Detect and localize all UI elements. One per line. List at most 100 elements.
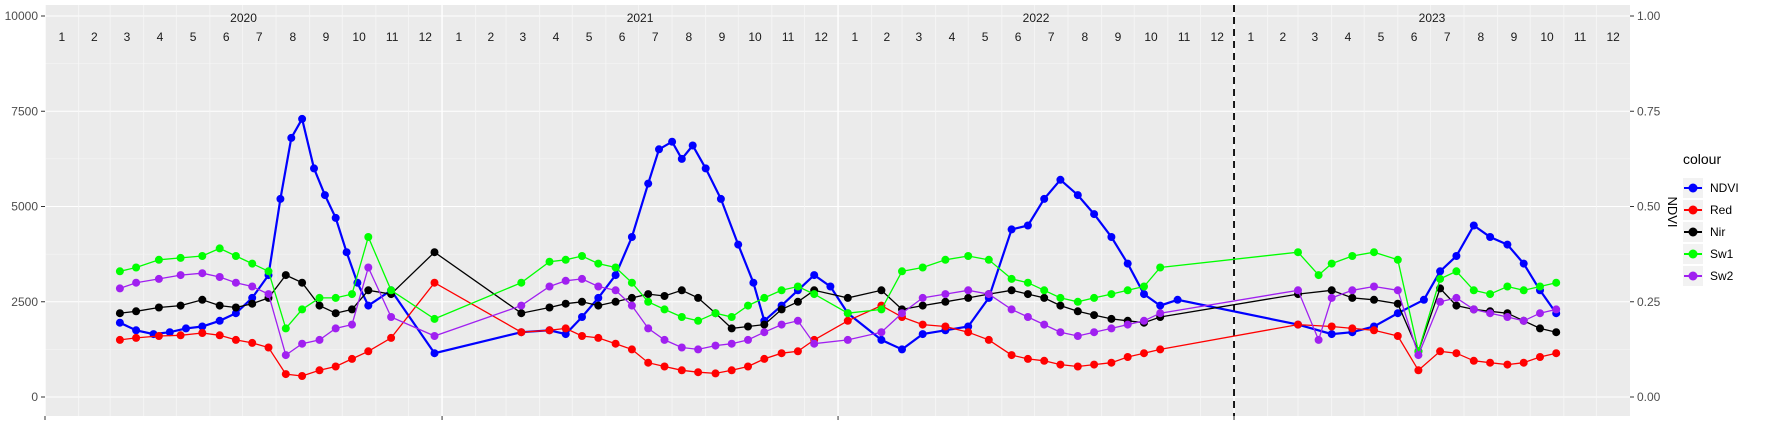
data-point-red xyxy=(1436,347,1445,356)
data-point-nir xyxy=(545,303,554,312)
data-point-nir xyxy=(1056,301,1065,310)
y-left-tick-label: 7500 xyxy=(11,104,38,118)
data-point-sw1 xyxy=(517,278,526,287)
month-label: 7 xyxy=(256,30,263,44)
data-point-ndvi xyxy=(298,114,307,123)
data-point-sw1 xyxy=(364,233,373,241)
data-point-red xyxy=(711,369,720,378)
data-point-red xyxy=(1486,358,1495,367)
data-point-ndvi xyxy=(310,164,318,173)
data-point-ndvi xyxy=(898,345,906,354)
data-point-nir xyxy=(348,305,356,314)
data-point-red xyxy=(1370,326,1378,335)
data-point-sw1 xyxy=(727,313,736,321)
data-point-ndvi xyxy=(826,282,835,291)
axes: 0 2500 5000 7500 10000 0.00 0.25 0.50 0.75 1.00 xyxy=(5,9,1661,420)
legend-key-point xyxy=(1688,249,1698,259)
month-label: 7 xyxy=(1048,30,1055,44)
data-point-ndvi xyxy=(1486,233,1495,241)
data-point-red xyxy=(611,339,620,348)
data-point-sw1 xyxy=(1023,278,1032,287)
data-point-sw2 xyxy=(898,309,906,318)
month-label: 9 xyxy=(719,30,726,44)
data-point-red xyxy=(1393,332,1402,340)
data-point-red xyxy=(1294,320,1302,329)
legend-key-point xyxy=(1688,205,1698,215)
data-point-red xyxy=(298,372,307,380)
month-label: 9 xyxy=(323,30,330,44)
data-point-red xyxy=(115,335,124,344)
data-point-nir xyxy=(843,293,852,302)
legend-label: Sw1 xyxy=(1710,247,1734,261)
data-point-sw1 xyxy=(231,252,240,260)
month-label: 12 xyxy=(1211,30,1225,44)
data-point-ndvi xyxy=(716,194,725,203)
data-point-sw2 xyxy=(611,286,620,295)
data-point-ndvi xyxy=(198,322,207,331)
month-label: 12 xyxy=(419,30,433,44)
month-label: 11 xyxy=(386,30,399,44)
data-point-red xyxy=(231,335,240,344)
legend-key-point xyxy=(1688,227,1698,237)
data-point-ndvi xyxy=(677,154,686,163)
data-point-ndvi xyxy=(594,293,603,302)
data-point-nir xyxy=(364,286,373,295)
data-point-ndvi xyxy=(1452,252,1461,260)
y-right-tick-label: 0.25 xyxy=(1637,295,1661,309)
data-point-red xyxy=(545,326,554,335)
data-point-ndvi xyxy=(1419,295,1428,304)
data-point-red xyxy=(1056,360,1065,369)
data-point-sw1 xyxy=(1140,282,1148,291)
data-point-sw1 xyxy=(115,267,124,276)
data-point-red xyxy=(1040,356,1049,365)
data-point-sw2 xyxy=(1327,293,1336,302)
data-point-sw1 xyxy=(281,324,290,333)
month-label: 1 xyxy=(852,30,859,44)
month-label: 1 xyxy=(1247,30,1254,44)
month-label: 2 xyxy=(1279,30,1286,44)
month-label: 6 xyxy=(223,30,230,44)
month-label: 10 xyxy=(1540,30,1554,44)
month-label: 5 xyxy=(982,30,989,44)
data-point-nir xyxy=(1090,311,1099,320)
data-point-ndvi xyxy=(1056,175,1065,184)
data-point-red xyxy=(984,335,993,344)
data-point-ndvi xyxy=(182,324,190,333)
data-point-red xyxy=(1007,351,1016,360)
data-point-red xyxy=(694,368,703,377)
data-point-sw2 xyxy=(1552,305,1561,314)
data-point-red xyxy=(315,366,324,375)
data-point-sw2 xyxy=(387,313,396,321)
month-label: 1 xyxy=(456,30,463,44)
data-point-ndvi xyxy=(1327,330,1336,339)
data-point-sw2 xyxy=(777,320,786,329)
month-label: 11 xyxy=(782,30,795,44)
data-point-sw1 xyxy=(1123,286,1132,295)
data-point-ndvi xyxy=(287,133,296,142)
data-point-ndvi xyxy=(561,330,570,339)
data-point-sw2 xyxy=(231,278,240,287)
data-point-nir xyxy=(215,301,224,310)
data-point-ndvi xyxy=(1007,225,1016,234)
data-point-sw1 xyxy=(1393,255,1402,264)
data-point-sw2 xyxy=(132,278,141,287)
data-point-sw1 xyxy=(1090,293,1099,302)
data-point-sw2 xyxy=(1469,305,1478,314)
data-point-sw1 xyxy=(1156,263,1165,272)
data-point-red xyxy=(1123,353,1132,361)
month-label: 6 xyxy=(619,30,626,44)
data-point-red xyxy=(264,343,273,352)
data-point-sw2 xyxy=(430,332,439,340)
data-point-nir xyxy=(1040,293,1049,302)
data-point-red xyxy=(1327,322,1336,331)
y-left-tick-label: 5000 xyxy=(11,200,38,214)
data-point-ndvi xyxy=(1073,191,1082,200)
data-point-ndvi xyxy=(1469,221,1478,230)
data-point-ndvi xyxy=(1503,240,1512,249)
data-point-ndvi xyxy=(578,313,586,321)
data-point-sw1 xyxy=(1294,248,1302,257)
month-label: 8 xyxy=(1082,30,1089,44)
series-nir xyxy=(115,248,1561,356)
data-point-sw1 xyxy=(898,267,906,276)
y-right-axis-title: NDVI xyxy=(1665,196,1680,227)
